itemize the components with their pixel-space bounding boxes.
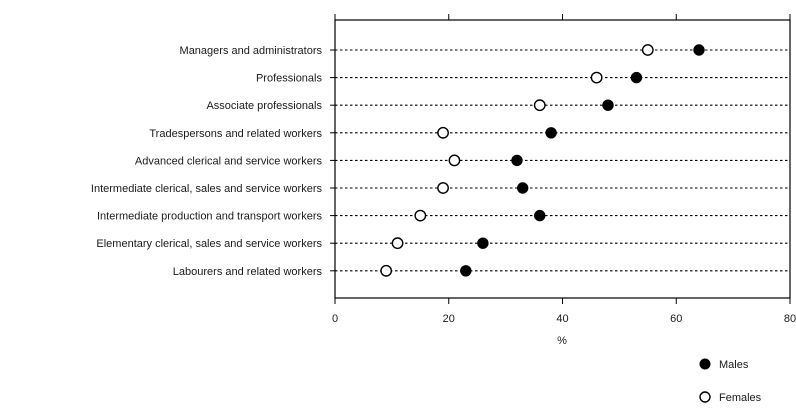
x-tick-label: 80 [784, 313, 796, 325]
category-label: Tradespersons and related workers [149, 128, 322, 140]
x-axis-label: % [557, 335, 567, 347]
male-point [693, 44, 705, 56]
x-axis-tick-labels: 0 20 40 60 80 [332, 313, 796, 325]
male-point [477, 237, 489, 249]
female-point [590, 71, 603, 84]
category-label: Associate professionals [206, 100, 322, 112]
data-points [380, 44, 705, 277]
male-point [534, 209, 546, 222]
female-point [437, 182, 449, 194]
female-point [414, 209, 427, 222]
row-guides [330, 49, 790, 272]
legend-label-males: Males [719, 359, 749, 371]
male-point [602, 99, 614, 111]
female-point [391, 237, 404, 250]
category-label: Intermediate clerical, sales and service… [91, 183, 323, 195]
male-point [511, 154, 523, 167]
category-label: Elementary clerical, sales and service w… [96, 238, 322, 250]
female-point [533, 99, 546, 112]
x-axis-ticks [334, 14, 791, 304]
category-label: Labourers and related workers [173, 266, 323, 278]
male-point [460, 265, 472, 277]
category-label: Managers and administrators [180, 45, 323, 57]
category-label: Advanced clerical and service workers [135, 155, 323, 167]
male-point [630, 71, 643, 84]
category-label: Professionals [256, 73, 323, 85]
x-tick-label: 60 [670, 313, 682, 325]
legend: Males Females [699, 358, 762, 404]
legend-marker-males [699, 358, 711, 370]
plot-frame [334, 19, 791, 299]
category-labels: Managers and administrators Professionals… [91, 45, 323, 278]
female-point [641, 44, 654, 56]
x-tick-label: 20 [443, 313, 455, 325]
legend-label-females: Females [719, 392, 762, 404]
female-point [437, 126, 449, 139]
male-point [545, 127, 557, 139]
male-point [516, 182, 529, 194]
legend-marker-females [699, 391, 711, 403]
x-tick-label: 40 [556, 313, 568, 325]
female-point [380, 264, 393, 277]
category-label: Intermediate production and transport wo… [97, 211, 323, 223]
x-tick-label: 0 [332, 313, 338, 325]
female-point [448, 154, 461, 167]
